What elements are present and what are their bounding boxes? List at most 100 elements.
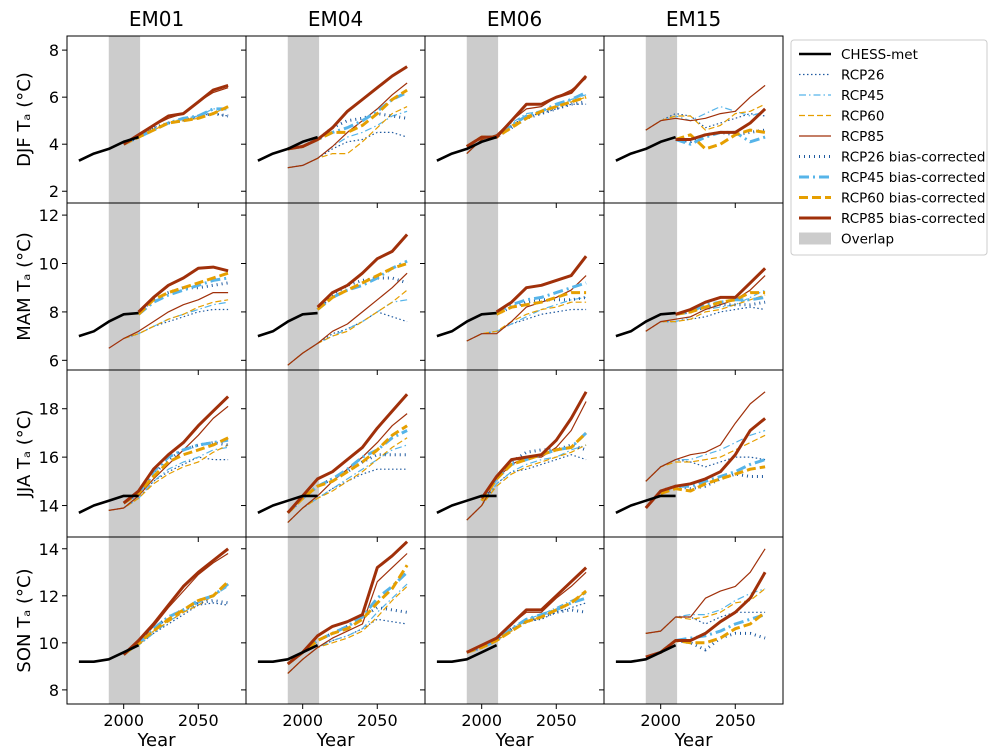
legend-item: Overlap [799,232,894,248]
y-tick-label: 8 [49,41,59,60]
series-rcp60bc [675,128,766,151]
series-chess-met [78,311,139,338]
series-rcp85 [108,405,229,511]
series-rcp85bc [316,233,409,309]
panel-jja-em15 [599,369,784,542]
series-chess-met [436,311,497,338]
y-tick-label: 14 [39,540,59,559]
series-rcp85bc [466,566,588,654]
overlap-band [287,537,320,704]
series-rcp45 [287,444,408,523]
y-axis-label: MAM Tₐ (°C) [14,232,35,340]
panel-mam-em15 [599,202,784,375]
series-rcp85 [287,82,408,169]
series-rcp85 [645,548,766,634]
series-rcp85 [645,275,766,332]
legend-label: RCP60 [841,109,884,125]
series-chess-met [78,494,139,514]
x-tick-label: 2050 [715,711,756,730]
axes-frame [245,369,426,538]
legend-label: RCP26 [841,68,884,84]
series-rcp85bc [286,540,409,666]
series-chess-met [615,644,677,664]
panel-djf-em01: 2 4 6 8 EM01 [49,7,247,208]
series-chess-met [257,135,318,162]
y-axis-label: SON Tₐ (°C) [14,568,35,672]
axes-frame [603,35,784,204]
series-rcp45 [466,296,587,342]
x-axis-label: Year [494,730,534,751]
x-tick-label: 2000 [282,711,323,730]
series-rcp60bc [122,436,229,505]
series-rcp60bc [123,105,229,146]
series-rcp85 [287,272,408,366]
axes-frame [66,35,247,204]
series-rcp60bc [466,589,588,654]
axes-frame [66,369,247,538]
overlap-band [108,203,141,370]
series-rcp60bc [495,291,587,316]
column-title: EM06 [487,7,542,31]
series-rcp45bc [123,107,229,146]
axes-frame [66,202,247,371]
series-rcp60 [123,299,229,340]
legend-label: RCP85 [841,129,884,145]
legend-item: RCP85 [799,129,884,145]
y-tick-label: 16 [39,448,59,467]
overlap-band [466,370,499,537]
column-title: EM04 [308,7,363,31]
overlap-band [287,203,320,370]
series-rcp60 [108,444,229,511]
overlap-band [287,370,320,537]
series-rcp60 [645,294,766,332]
series-rcp85bc [465,74,588,148]
overlap-band [108,537,141,704]
axes-frame [424,369,605,538]
overlap-band [466,203,499,370]
y-tick-label: 8 [49,681,59,700]
series-rcp85 [645,391,766,482]
legend-item: RCP45 bias-corrected [799,170,985,186]
y-tick-label: 12 [39,206,59,225]
x-tick-label: 2050 [178,711,219,730]
overlap-band [108,36,141,203]
x-tick-label: 2000 [461,711,502,730]
overlap-band [466,36,499,203]
series-rcp60bc [660,465,766,495]
series-rcp60bc [465,95,587,148]
series-rcp26bc [660,472,766,493]
series-chess-met [257,311,318,338]
series-rcp60 [466,301,587,342]
legend-frame [790,39,988,256]
panel-djf-em04: EM04 [241,7,426,208]
series-rcp26 [466,454,587,521]
axes-frame [603,536,784,705]
x-axis-label: Year [673,730,713,751]
axes-frame [603,369,784,538]
y-axis-label: JJA Tₐ (°C) [14,410,35,499]
panel-djf-em15: EM15 [599,7,784,208]
legend-label: RCP60 bias-corrected [841,191,985,207]
series-rcp60 [645,103,766,131]
series-chess-met [615,135,676,162]
overlap-band [645,370,678,537]
series-rcp85bc [137,265,229,313]
series-chess-met [257,644,319,664]
series-rcp85bc [675,107,767,141]
x-axis-label: Year [315,730,355,751]
series-rcp60bc [316,262,408,311]
legend-item: RCP26 bias-corrected [799,150,985,166]
y-tick-label: 18 [39,400,59,419]
series-chess-met [436,494,497,514]
panel-djf-em06: EM06 [420,7,605,208]
series-rcp60bc [286,564,409,666]
y-tick-label: 8 [49,303,59,322]
y-axis-label: DJF Tₐ (°C) [14,72,35,167]
legend-item: RCP85 bias-corrected [799,211,985,227]
series-chess-met [436,135,497,162]
series-chess-met [257,494,318,514]
